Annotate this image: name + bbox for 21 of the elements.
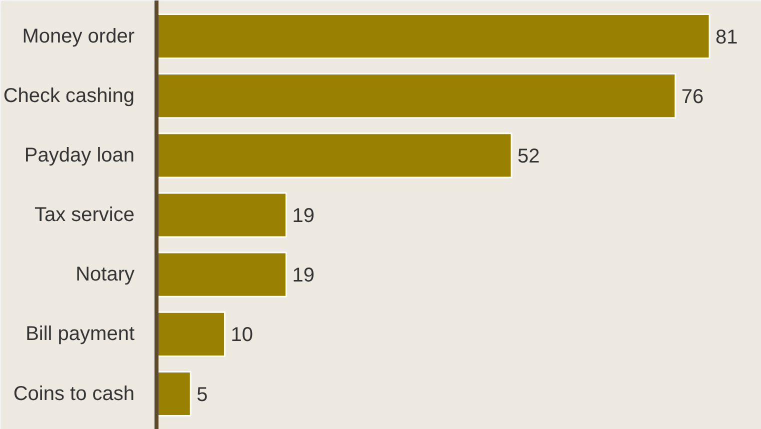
bar: [156, 73, 676, 119]
bar: [156, 192, 287, 238]
data-label: 81: [716, 26, 738, 48]
data-label: 5: [196, 384, 208, 406]
data-label: 19: [292, 205, 314, 227]
bar: [156, 132, 512, 178]
data-label: 52: [518, 145, 540, 168]
bar: [156, 13, 710, 60]
y-tick-label: Bill payment: [26, 323, 135, 346]
y-tick-label: Notary: [76, 264, 134, 286]
y-tick-label: Check cashing: [3, 84, 135, 107]
bar: [156, 311, 226, 357]
data-label: 76: [681, 86, 704, 108]
y-tick-label: Money order: [22, 25, 135, 48]
bar: [156, 370, 192, 417]
data-label: 19: [292, 264, 314, 287]
data-label: 10: [230, 324, 254, 346]
y-tick-label: Coins to cash: [13, 382, 134, 405]
y-tick-label: Tax service: [34, 204, 134, 226]
y-tick-label: Payday loan: [24, 144, 134, 166]
bar: [156, 252, 287, 298]
